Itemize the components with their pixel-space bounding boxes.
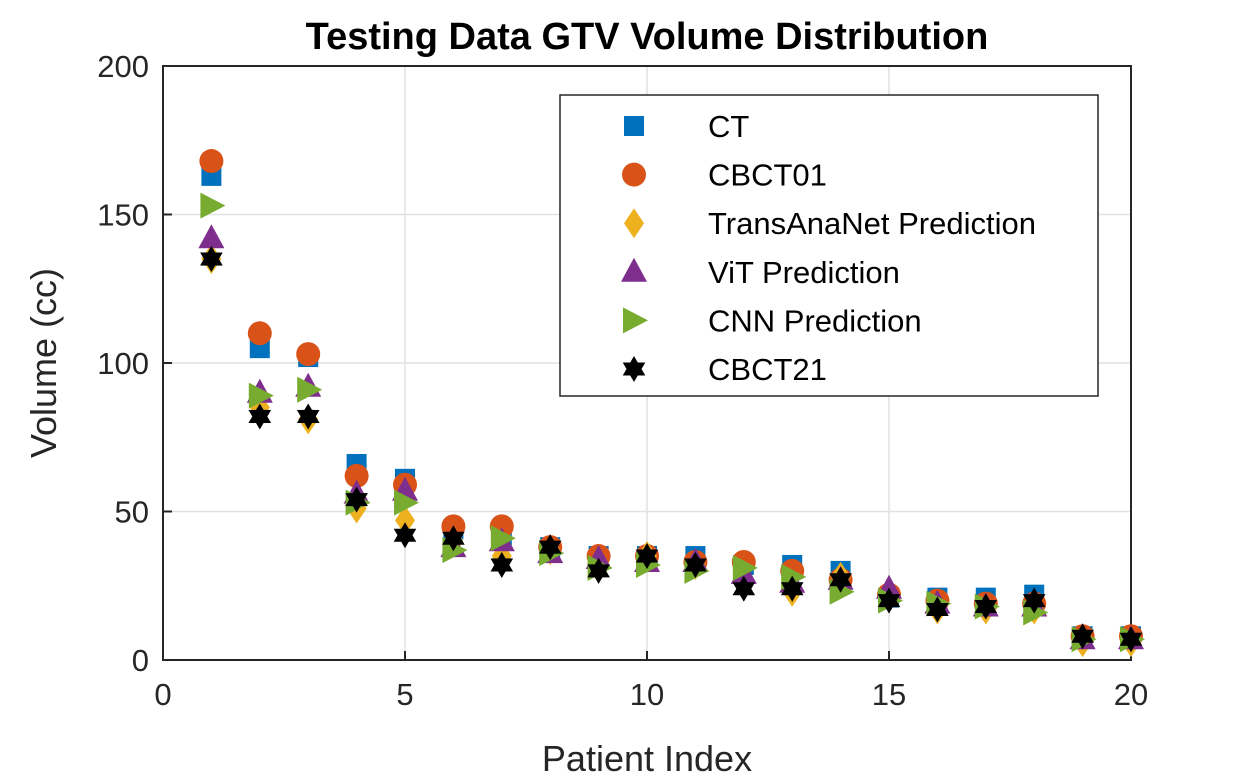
data-point xyxy=(829,566,852,593)
y-axis-label: Volume (cc) xyxy=(23,268,64,458)
legend: CT CBCT01 TransAnaNet Prediction ViT Predic… xyxy=(559,94,1099,397)
data-point xyxy=(296,342,321,367)
x-axis-label: Patient Index xyxy=(542,738,752,779)
legend-label: CNN Prediction xyxy=(708,303,922,338)
data-point xyxy=(442,525,465,552)
data-point xyxy=(1022,587,1046,614)
data-point xyxy=(732,554,758,581)
data-points xyxy=(198,149,1145,658)
data-point xyxy=(490,552,514,578)
y-tick-label: 200 xyxy=(97,49,149,84)
data-point xyxy=(635,543,659,569)
y-tick-label: 100 xyxy=(97,346,149,381)
legend-marker xyxy=(624,116,644,136)
legend-marker xyxy=(623,307,648,334)
data-point xyxy=(248,403,272,430)
data-point xyxy=(732,575,756,602)
data-point xyxy=(394,489,419,516)
data-point xyxy=(248,382,274,409)
data-point xyxy=(1071,623,1094,650)
data-point xyxy=(296,403,320,430)
data-point xyxy=(247,321,272,346)
data-point xyxy=(926,596,949,623)
data-point xyxy=(1119,626,1143,653)
data-point xyxy=(395,505,415,536)
x-tick-label: 20 xyxy=(1114,677,1148,712)
legend-box xyxy=(559,94,1099,397)
x-tick-label: 5 xyxy=(396,677,413,712)
y-tick-label: 50 xyxy=(115,495,149,530)
legend-marker xyxy=(622,356,646,382)
data-point xyxy=(393,522,417,549)
legend-marker xyxy=(621,257,647,282)
x-tick-label: 10 xyxy=(630,677,664,712)
legend-label: CT xyxy=(708,109,749,144)
data-point xyxy=(490,525,516,552)
data-point xyxy=(780,575,804,602)
legend-marker xyxy=(624,208,644,239)
y-tick-label: 0 xyxy=(132,643,149,678)
x-tick-label: 15 xyxy=(872,677,906,712)
data-point xyxy=(200,192,226,219)
y-tick-label: 150 xyxy=(97,198,149,233)
data-point xyxy=(877,587,901,614)
data-point xyxy=(297,376,323,403)
chart-title: Testing Data GTV Volume Distribution xyxy=(306,16,989,58)
legend-label: TransAnaNet Prediction xyxy=(708,206,1036,241)
data-point xyxy=(684,552,707,578)
data-point xyxy=(587,557,610,584)
data-point xyxy=(344,463,369,488)
series-5 xyxy=(200,246,1143,653)
data-point xyxy=(538,534,562,561)
legend-label: ViT Prediction xyxy=(708,255,900,290)
legend-marker xyxy=(622,162,646,187)
x-tick-label: 0 xyxy=(154,677,171,712)
data-point xyxy=(200,246,223,272)
data-point xyxy=(974,593,998,620)
legend-label: CBCT01 xyxy=(708,158,827,193)
data-point xyxy=(345,486,368,513)
data-point xyxy=(198,224,225,249)
data-point xyxy=(199,149,224,174)
legend-label: CBCT21 xyxy=(708,352,827,387)
